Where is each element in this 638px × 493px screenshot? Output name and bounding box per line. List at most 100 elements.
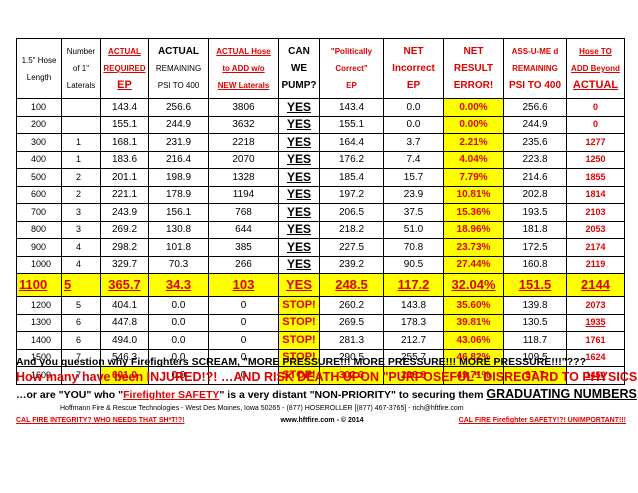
cell-error-pct: 2.21% bbox=[443, 133, 504, 152]
cell-net-incorrect: 143.8 bbox=[383, 296, 444, 315]
cell-hose-beyond: 2103 bbox=[566, 203, 625, 222]
header-net-result-error-line: ERROR! bbox=[453, 80, 494, 91]
header-laterals: Number of 1" Laterals bbox=[61, 38, 101, 99]
cell-pc-ep: 185.4 bbox=[319, 168, 384, 187]
cell-laterals: 2 bbox=[61, 185, 101, 204]
header-hose-to-add: ACTUAL Hose to ADD w/o NEW Laterals bbox=[208, 38, 279, 99]
header-remaining-psi: ACTUAL REMAINING PSI TO 400 bbox=[148, 38, 209, 99]
cell-remaining-psi: 130.8 bbox=[148, 220, 209, 239]
header-hose-to-add-line: to ADD w/o bbox=[222, 64, 265, 73]
header-hose-length-line: Length bbox=[26, 72, 52, 82]
cell-remaining-psi: 0.0 bbox=[148, 313, 209, 332]
cell-hose-beyond: 1935 bbox=[566, 313, 625, 332]
table-row: 300 1 168.1 231.9 2218 YES 164.4 3.7 2.21% 235.6 1… bbox=[16, 133, 625, 152]
cell-pc-ep: 206.5 bbox=[319, 203, 384, 222]
footer-priority-numbers: GRADUATING NUMBERS bbox=[486, 387, 637, 401]
cell-hose-beyond: 1277 bbox=[566, 133, 625, 152]
cell-length: 1100 bbox=[16, 273, 62, 297]
header-net-result-error-line: NET bbox=[463, 46, 484, 57]
cell-hose-beyond: 2119 bbox=[566, 255, 625, 274]
cell-length: 1400 bbox=[16, 331, 62, 350]
header-can-we-pump-line: PUMP? bbox=[281, 80, 317, 91]
cell-pump-status: STOP! bbox=[278, 348, 320, 367]
footer-scream-line: And you question why Firefighters SCREAM… bbox=[16, 356, 586, 368]
cell-hose-to-add: 0 bbox=[208, 296, 279, 315]
cell-laterals: 5 bbox=[61, 296, 101, 315]
cell-assumed-psi: 160.8 bbox=[503, 255, 567, 274]
cal-fire-integrity-text: CAL FIRE INTEGRITY? WHO NEEDS THAT SH*T!… bbox=[16, 417, 185, 424]
table-row: 1000 4 329.7 70.3 266 YES 239.2 90.5 27.44% 160.8… bbox=[16, 255, 625, 274]
cell-hose-to-add: 2218 bbox=[208, 133, 279, 152]
cell-laterals: 2 bbox=[61, 168, 101, 187]
cell-length: 600 bbox=[16, 185, 62, 204]
header-hose-beyond-actual-line: Hose TO bbox=[579, 47, 612, 56]
cell-net-incorrect: 70.8 bbox=[383, 238, 444, 257]
cell-hose-to-add: 0 bbox=[208, 331, 279, 350]
cell-error-pct: 32.04% bbox=[443, 273, 504, 297]
cell-required-ep: 243.9 bbox=[100, 203, 149, 222]
cell-laterals: 4 bbox=[61, 238, 101, 257]
cell-hose-beyond: 1761 bbox=[566, 331, 625, 350]
cell-hose-to-add: 768 bbox=[208, 203, 279, 222]
cell-hose-beyond: 1450 bbox=[566, 366, 625, 385]
table-row: 700 3 243.9 156.1 768 YES 206.5 37.5 15.36% 193.5… bbox=[16, 203, 625, 222]
cell-length: 1200 bbox=[16, 296, 62, 315]
cell-pc-ep: 269.5 bbox=[319, 313, 384, 332]
cell-hose-beyond: 1814 bbox=[566, 185, 625, 204]
table-row: 200 155.1 244.9 3632 YES 155.1 0.0 0.00% 244.9 0 bbox=[16, 115, 625, 134]
cell-required-ep: 365.7 bbox=[100, 273, 149, 297]
header-hose-beyond-actual: Hose TO ADD Beyond ACTUAL bbox=[566, 38, 625, 99]
cell-required-ep: 447.8 bbox=[100, 313, 149, 332]
cell-pc-ep: 176.2 bbox=[319, 150, 384, 169]
cell-assumed-psi: 172.5 bbox=[503, 238, 567, 257]
cell-length: 400 bbox=[16, 150, 62, 169]
cell-pc-ep: 239.2 bbox=[319, 255, 384, 274]
friction-loss-table: 1.5" Hose Length Number of 1" Laterals ACTUAL… bbox=[16, 38, 625, 385]
cell-required-ep: 404.1 bbox=[100, 296, 149, 315]
header-hose-beyond-actual-line: ADD Beyond bbox=[571, 64, 620, 73]
cell-pump-status: STOP! bbox=[278, 366, 320, 385]
cell-laterals: 1 bbox=[61, 150, 101, 169]
cell-required-ep: 183.6 bbox=[100, 150, 149, 169]
cell-pc-ep: 164.4 bbox=[319, 133, 384, 152]
table-row: 100 143.4 256.6 3806 YES 143.4 0.0 0.00% 256.6 0 bbox=[16, 98, 625, 117]
cell-error-pct: 39.81% bbox=[443, 313, 504, 332]
header-hose-to-add-line: ACTUAL Hose bbox=[216, 47, 271, 56]
header-assumed-remaining-psi-line: PSI TO 400 bbox=[508, 80, 562, 91]
header-net-incorrect-ep-line: Incorrect bbox=[392, 63, 435, 74]
cell-net-incorrect: 117.2 bbox=[383, 273, 444, 297]
cell-net-incorrect: 7.4 bbox=[383, 150, 444, 169]
cell-assumed-psi: 181.8 bbox=[503, 220, 567, 239]
cell-net-incorrect: 3.7 bbox=[383, 133, 444, 152]
cell-net-incorrect: 15.7 bbox=[383, 168, 444, 187]
cell-assumed-psi: 202.8 bbox=[503, 185, 567, 204]
cell-length: 100 bbox=[16, 98, 62, 117]
cell-required-ep: 601.0 bbox=[100, 366, 149, 385]
header-politically-correct-ep: "Politically Correct" EP bbox=[319, 38, 384, 99]
header-net-incorrect-ep-line: EP bbox=[406, 80, 421, 91]
cell-net-incorrect: 90.5 bbox=[383, 255, 444, 274]
header-net-incorrect-ep: NET Incorrect EP bbox=[383, 38, 444, 99]
cell-assumed-psi: 244.9 bbox=[503, 115, 567, 134]
table-body: 100 143.4 256.6 3806 YES 143.4 0.0 0.00% 256.6 0 2… bbox=[16, 98, 625, 385]
cell-net-incorrect: 0.0 bbox=[383, 115, 444, 134]
footer-bottom-line: CAL FIRE INTEGRITY? WHO NEEDS THAT SH*T!… bbox=[16, 414, 626, 427]
footer-priority-line: …or are "YOU" who "Firefighter SAFETY" i… bbox=[16, 386, 638, 403]
header-assumed-remaining-psi-line: REMAINING bbox=[512, 64, 558, 73]
cell-hose-to-add: 0 bbox=[208, 313, 279, 332]
header-politically-correct-ep-line: EP bbox=[346, 81, 357, 90]
cell-pc-ep: 281.3 bbox=[319, 331, 384, 350]
cell-error-pct: 49.71% bbox=[443, 366, 504, 385]
cell-remaining-psi: 256.6 bbox=[148, 98, 209, 117]
cell-net-incorrect: 23.9 bbox=[383, 185, 444, 204]
cell-laterals: 3 bbox=[61, 220, 101, 239]
cell-length: 1000 bbox=[16, 255, 62, 274]
cell-error-pct: 23.73% bbox=[443, 238, 504, 257]
table-row: 500 2 201.1 198.9 1328 YES 185.4 15.7 7.79% 214.6… bbox=[16, 168, 625, 187]
cell-remaining-psi: 0.0 bbox=[148, 331, 209, 350]
header-required-ep-line: REQUIRED bbox=[103, 64, 146, 73]
header-laterals-line: of 1" bbox=[72, 64, 90, 73]
cell-laterals: 3 bbox=[61, 203, 101, 222]
cell-remaining-psi: 231.9 bbox=[148, 133, 209, 152]
header-remaining-psi-line: ACTUAL bbox=[157, 46, 200, 57]
